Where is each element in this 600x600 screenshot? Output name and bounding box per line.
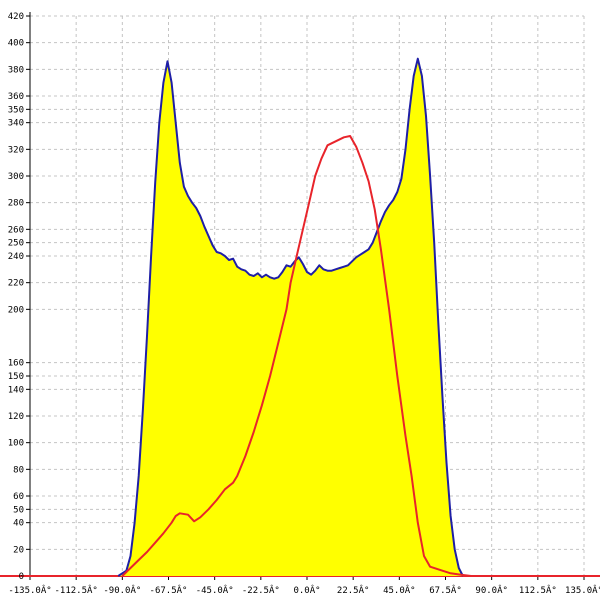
y-tick-label: 400 <box>8 39 24 49</box>
tick-labels: 0 20 40 50 60 80 100 120 140 150 160 200 220 240 250 26… <box>8 12 600 596</box>
y-tick-label: 250 <box>8 239 24 249</box>
x-tick-label: -112.5Â° <box>54 584 97 596</box>
y-tick-label: 20 <box>13 545 24 555</box>
x-tick-label: -45.0Â° <box>196 584 234 596</box>
x-tick-label: 90.0Â° <box>475 584 508 596</box>
y-tick-label: 350 <box>8 105 24 115</box>
x-tick-label: -135.0Â° <box>8 584 51 596</box>
y-tick-label: 420 <box>8 12 24 22</box>
y-tick-label: 200 <box>8 305 24 315</box>
y-tick-label: 380 <box>8 65 24 75</box>
series-2-line <box>121 135 584 577</box>
y-tick-label: 360 <box>8 92 24 102</box>
y-tick-label: 300 <box>8 172 24 182</box>
y-tick-label: 220 <box>8 279 24 289</box>
y-tick-label: 0 <box>19 572 24 582</box>
y-tick-label: 150 <box>8 372 24 382</box>
x-tick-label: 45.0Â° <box>383 584 416 596</box>
y-tick-label: 60 <box>13 492 24 502</box>
x-tick-label: 112.5Â° <box>519 584 557 596</box>
x-tick-label: 67.5Â° <box>429 584 462 596</box>
x-tick-label: -90.0Â° <box>103 584 141 596</box>
y-tick-label: 160 <box>8 359 24 369</box>
series-1-area <box>118 58 463 576</box>
series-layer <box>117 57 584 577</box>
y-tick-label: 40 <box>13 519 24 529</box>
y-tick-label: 100 <box>8 439 24 449</box>
x-tick-label: 135.0Â° <box>565 584 600 596</box>
y-tick-label: 50 <box>13 505 24 515</box>
x-tick-label: -67.5Â° <box>150 584 188 596</box>
y-tick-label: 80 <box>13 465 24 475</box>
y-tick-label: 240 <box>8 252 24 262</box>
y-tick-label: 140 <box>8 385 24 395</box>
x-tick-label: 0.0Â° <box>293 584 320 596</box>
series-1-line <box>117 57 464 577</box>
x-tick-label: -22.5Â° <box>242 584 280 596</box>
y-tick-label: 320 <box>8 145 24 155</box>
y-tick-label: 260 <box>8 225 24 235</box>
y-tick-label: 340 <box>8 119 24 129</box>
y-tick-label: 120 <box>8 412 24 422</box>
x-tick-label: 22.5Â° <box>337 584 370 596</box>
y-tick-label: 280 <box>8 199 24 209</box>
